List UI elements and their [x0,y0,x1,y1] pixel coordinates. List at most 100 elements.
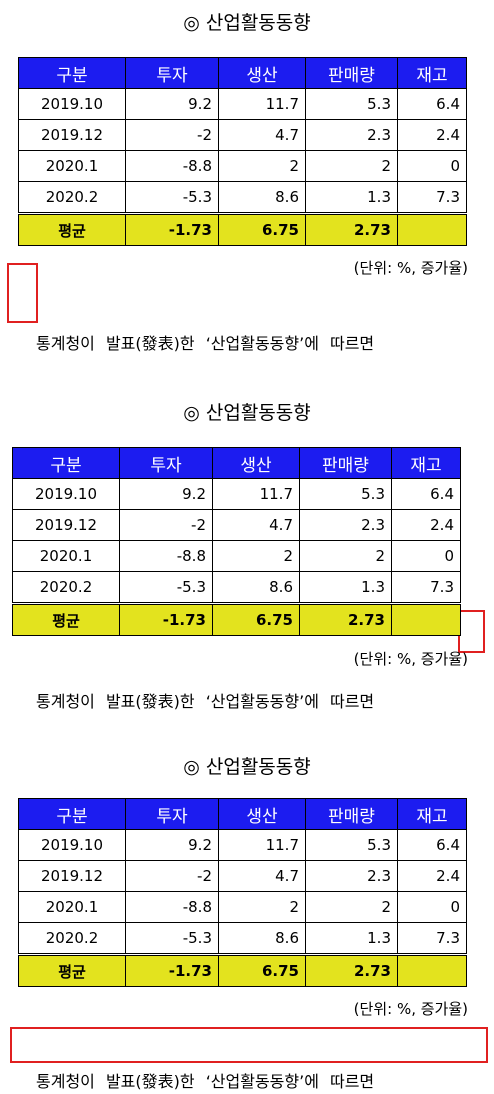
header-cell: 투자 [119,447,213,479]
average-cell: -1.73 [125,953,219,987]
table-cell: 4.7 [212,509,300,541]
header-cell: 투자 [125,798,219,830]
table-cell: 6.4 [391,478,461,510]
table-cell: 2.4 [397,119,467,151]
table-cell: 8.6 [212,571,300,604]
average-cell: 평균 [12,602,120,636]
header-row: 구분 투자 생산 판매량 재고 [12,447,461,479]
header-cell: 재고 [391,447,461,479]
header-cell: 생산 [212,447,300,479]
table-cell: 5.3 [305,88,398,120]
paragraph: 통계청이 발표(發表)한 ‘산업활동동향’에 따르면 [36,1072,375,1091]
table-cell: 7.3 [397,181,467,214]
table-cell: -2 [125,860,219,892]
unit-note: (단위: %, 증가율) [353,650,468,668]
table-cell: 0 [397,891,467,923]
table-cell: 2 [305,150,398,182]
data-row: 2020.2 -5.3 8.6 1.3 7.3 [12,571,461,604]
table-cell: 2.3 [305,119,398,151]
table-cell: 2019.10 [18,88,126,120]
table-cell: 2.3 [299,509,392,541]
table-cell: 2 [218,150,306,182]
average-cell: 6.75 [218,953,306,987]
table-cell: 2 [218,891,306,923]
header-cell: 구분 [18,798,126,830]
table-cell: 8.6 [218,181,306,214]
data-row: 2019.10 9.2 11.7 5.3 6.4 [18,88,467,120]
table-cell: 2019.12 [18,119,126,151]
average-cell: 평균 [18,953,126,987]
table-cell: 0 [391,540,461,572]
average-cell [397,212,467,246]
average-cell: 2.73 [305,212,398,246]
table-cell: -5.3 [119,571,213,604]
table-cell: 2.3 [305,860,398,892]
data-row: 2019.12 -2 4.7 2.3 2.4 [18,119,467,151]
table-cell: 0 [397,150,467,182]
table-cell: 2020.1 [18,891,126,923]
table-cell: 2020.2 [18,922,126,955]
section-title: ◎ 산업활동동향 [183,402,311,424]
table-cell: 2020.1 [12,540,120,572]
table-cell: -8.8 [125,150,219,182]
data-table: 구분 투자 생산 판매량 재고 2019.10 9.2 11.7 5.3 6.4 2019.12 -2… [18,798,467,987]
table-cell: 8.6 [218,922,306,955]
data-row: 2019.10 9.2 11.7 5.3 6.4 [18,829,467,861]
section-title: ◎ 산업활동동향 [183,756,311,778]
table-cell: 2 [212,540,300,572]
table-cell: -2 [119,509,213,541]
header-cell: 생산 [218,57,306,89]
table-cell: 9.2 [119,478,213,510]
table-cell: 2020.2 [12,571,120,604]
paragraph: 통계청이 발표(發表)한 ‘산업활동동향’에 따르면 [36,334,375,353]
table-cell: 5.3 [305,829,398,861]
table-cell: 5.3 [299,478,392,510]
average-cell: -1.73 [125,212,219,246]
table-cell: 7.3 [397,922,467,955]
average-row: 평균 -1.73 6.75 2.73 [18,953,467,987]
header-cell: 재고 [397,798,467,830]
table-cell: 6.4 [397,829,467,861]
data-row: 2020.1 -8.8 2 2 0 [12,540,461,572]
header-cell: 판매량 [299,447,392,479]
table-cell: 6.4 [397,88,467,120]
data-table: 구분 투자 생산 판매량 재고 2019.10 9.2 11.7 5.3 6.4 2019.12 -2… [18,57,467,246]
table-cell: 4.7 [218,119,306,151]
table-cell: 1.3 [305,181,398,214]
header-cell: 판매량 [305,798,398,830]
table-cell: 2019.12 [12,509,120,541]
data-row: 2020.2 -5.3 8.6 1.3 7.3 [18,922,467,955]
unit-note: (단위: %, 증가율) [353,1000,468,1018]
header-cell: 판매량 [305,57,398,89]
unit-note: (단위: %, 증가율) [353,259,468,277]
highlight-box [10,1027,488,1063]
table-cell: 1.3 [299,571,392,604]
header-cell: 구분 [18,57,126,89]
header-cell: 구분 [12,447,120,479]
table-cell: 2.4 [391,509,461,541]
average-cell: -1.73 [119,602,213,636]
average-cell: 6.75 [212,602,300,636]
table-cell: 11.7 [212,478,300,510]
header-cell: 생산 [218,798,306,830]
average-cell [397,953,467,987]
table-cell: 2020.1 [18,150,126,182]
data-row: 2020.2 -5.3 8.6 1.3 7.3 [18,181,467,214]
average-row: 평균 -1.73 6.75 2.73 [18,212,467,246]
table-cell: -2 [125,119,219,151]
average-cell [391,602,461,636]
average-cell: 2.73 [299,602,392,636]
table-cell: 7.3 [391,571,461,604]
data-table: 구분 투자 생산 판매량 재고 2019.10 9.2 11.7 5.3 6.4 2019.12 -2… [12,447,461,636]
table-cell: -8.8 [125,891,219,923]
table-cell: -5.3 [125,922,219,955]
table-cell: 2019.10 [18,829,126,861]
header-cell: 재고 [397,57,467,89]
table-cell: 2 [305,891,398,923]
table-cell: 2019.12 [18,860,126,892]
header-cell: 투자 [125,57,219,89]
data-row: 2019.12 -2 4.7 2.3 2.4 [18,860,467,892]
table-cell: 2 [299,540,392,572]
average-cell: 평균 [18,212,126,246]
